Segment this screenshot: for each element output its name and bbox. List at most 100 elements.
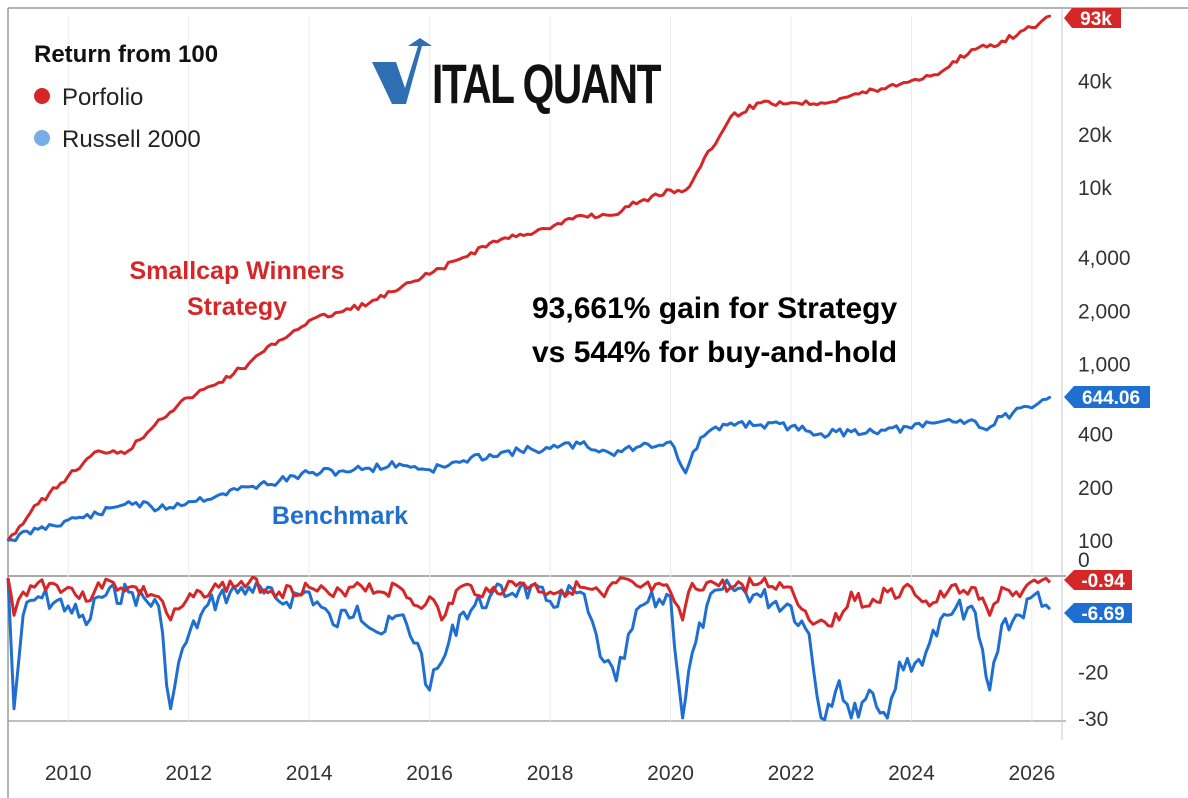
data-point-porfolio: [639, 200, 642, 203]
annotation-strategy-line1: Smallcap Winners: [129, 257, 344, 285]
x-tick-label: 2016: [406, 762, 453, 785]
data-point-porfolio: [458, 257, 461, 261]
data-point-russell-2000: [548, 447, 552, 450]
series-line-porfolio: [6, 14, 1051, 541]
data-point-porfolio: [729, 115, 732, 118]
logo-wordmark: ITAL QUANT: [432, 52, 661, 115]
data-point-porfolio: [518, 233, 522, 236]
series-line-porfolio-drawdown: [6, 575, 1052, 628]
badge-portfolio-dd: -0.94: [1064, 570, 1132, 592]
data-point-porfolio: [1000, 39, 1003, 43]
legend: Return from 100 Porfolio Russell 2000: [34, 41, 218, 153]
y-tick-label: 40k: [1078, 71, 1112, 94]
data-point-russell-2000: [880, 428, 883, 432]
data-point-porfolio: [217, 381, 220, 384]
annotation-gain-line1: 93,661% gain for Strategy: [532, 292, 897, 325]
data-point-porfolio: [548, 227, 552, 230]
data-point-porfolio: [488, 242, 491, 245]
data-point-russell-2000: [428, 468, 431, 471]
legend-label-russell: Russell 2000: [62, 126, 201, 153]
x-tick-label: 2010: [45, 762, 92, 785]
data-point-russell-2000: [157, 507, 160, 511]
badge-portfolio-dd-text: -0.94: [1081, 571, 1125, 592]
y-tick-label: 100: [1078, 530, 1113, 553]
data-point-russell-2000: [97, 513, 100, 516]
value-badges: 93k 644.06 -0.94 -6.69: [1064, 8, 1150, 625]
data-point-porfolio: [880, 87, 883, 91]
data-point-russell-2000: [729, 421, 732, 425]
data-point-russell-2000: [338, 470, 341, 473]
y-tick-label: 10k: [1078, 177, 1112, 200]
data-point-russell-2000: [985, 428, 988, 432]
data-point-russell-2000: [458, 461, 461, 464]
data-point-russell-2000: [217, 493, 220, 497]
data-point-russell-2000: [127, 500, 130, 503]
legend-dot-portfolio: [34, 88, 50, 104]
annotation-benchmark: Benchmark: [272, 502, 408, 530]
data-point-russell-2000: [910, 427, 913, 430]
data-point-russell-2000: [36, 528, 40, 531]
data-point-russell-2000: [187, 500, 190, 503]
data-point-porfolio: [789, 101, 793, 104]
data-point-russell-2000: [669, 440, 672, 443]
dd-y-tick-label: -30: [1078, 708, 1108, 731]
series-layer: [6, 14, 1052, 722]
data-point-porfolio: [759, 101, 763, 104]
legend-label-portfolio: Porfolio: [62, 84, 143, 111]
data-point-porfolio: [970, 48, 973, 51]
data-point-russell-2000: [307, 471, 311, 475]
data-point-porfolio: [609, 214, 612, 217]
data-point-porfolio: [669, 188, 672, 192]
y-tick-label: 20k: [1078, 124, 1112, 147]
x-tick-label: 2014: [286, 762, 333, 785]
data-point-russell-2000: [368, 467, 371, 470]
data-point-russell-2000: [518, 449, 522, 452]
data-point-russell-2000: [1048, 396, 1052, 399]
data-point-porfolio: [579, 214, 582, 217]
data-point-porfolio: [307, 319, 311, 322]
badge-benchmark-dd: -6.69: [1064, 603, 1132, 625]
data-point-russell-2000: [398, 462, 401, 466]
data-point-porfolio: [36, 502, 40, 506]
data-point-porfolio: [338, 311, 341, 314]
badge-portfolio-last: 93k: [1064, 8, 1121, 30]
data-point-russell-2000: [819, 432, 823, 435]
data-point-porfolio: [187, 396, 190, 399]
data-point-porfolio: [97, 449, 100, 452]
data-point-porfolio: [398, 287, 401, 290]
badge-benchmark-dd-text: -6.69: [1081, 604, 1124, 625]
data-point-porfolio: [1030, 26, 1034, 29]
data-point-porfolio: [910, 79, 913, 82]
data-point-porfolio: [850, 94, 853, 97]
data-point-porfolio: [157, 418, 160, 421]
data-point-russell-2000: [639, 445, 642, 448]
legend-title: Return from 100: [34, 41, 218, 68]
data-point-russell-2000: [67, 518, 70, 522]
x-tick-label: 2024: [888, 762, 935, 785]
data-point-russell-2000: [940, 420, 943, 423]
data-point-russell-2000: [488, 453, 491, 456]
y-tick-label: 4,000: [1078, 247, 1131, 270]
data-point-porfolio: [247, 362, 251, 365]
data-point-porfolio: [428, 273, 431, 276]
data-point-russell-2000: [609, 452, 612, 455]
data-point-porfolio: [684, 188, 687, 192]
badge-portfolio-last-text: 93k: [1080, 9, 1112, 30]
y-tick-label: 1,000: [1078, 353, 1131, 376]
legend-dot-russell: [34, 130, 50, 146]
x-tick-label: 2012: [165, 762, 212, 785]
badge-benchmark-last-text: 644.06: [1082, 388, 1140, 409]
data-point-porfolio: [368, 301, 371, 305]
y-tick-label: 2,000: [1078, 300, 1131, 323]
data-point-porfolio: [127, 449, 130, 452]
data-point-russell-2000: [1000, 415, 1003, 418]
y-tick-label: 200: [1078, 477, 1113, 500]
data-point-porfolio: [985, 45, 988, 49]
y-tick-label-zero: 0: [1078, 549, 1090, 572]
data-point-porfolio: [67, 474, 70, 478]
annotation-gain-line2: vs 544% for buy-and-hold: [532, 336, 897, 369]
data-point-russell-2000: [699, 436, 702, 439]
data-point-porfolio: [699, 165, 702, 168]
